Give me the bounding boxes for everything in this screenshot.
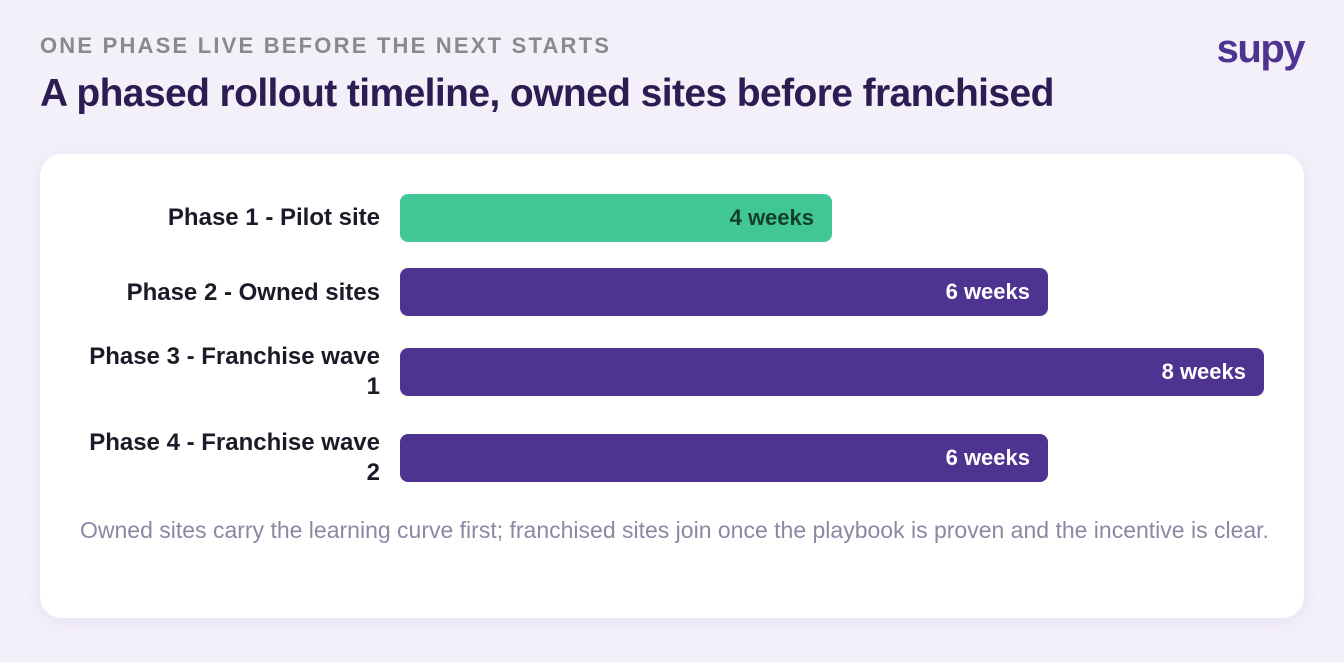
data-label: 4 weeks — [729, 205, 814, 230]
category-label: Phase 2 - Owned sites — [126, 279, 380, 306]
data-label: 8 weeks — [1161, 359, 1246, 384]
chart-footnote: Owned sites carry the learning curve fir… — [80, 517, 1269, 543]
bar: 4 weeks — [400, 194, 832, 242]
category-label: Phase 1 - Pilot site — [167, 204, 380, 231]
data-label: 6 weeks — [945, 279, 1030, 304]
chart-card: Phase 1 - Pilot site 4 weeks Phase 2 - Own… — [40, 154, 1304, 618]
page-title: A phased rollout timeline, owned sites b… — [40, 72, 1054, 115]
category-label: Phase 4 - Franchise wave 2 — [89, 429, 380, 486]
brand-logo: supy — [1216, 27, 1306, 71]
bar: 8 weeks — [400, 348, 1264, 396]
data-label: 6 weeks — [945, 445, 1030, 470]
bar: 6 weeks — [400, 434, 1048, 482]
bar: 6 weeks — [400, 268, 1048, 316]
category-label: Phase 3 - Franchise wave 1 — [89, 343, 380, 400]
eyebrow: ONE PHASE LIVE BEFORE THE NEXT STARTS — [40, 33, 612, 58]
